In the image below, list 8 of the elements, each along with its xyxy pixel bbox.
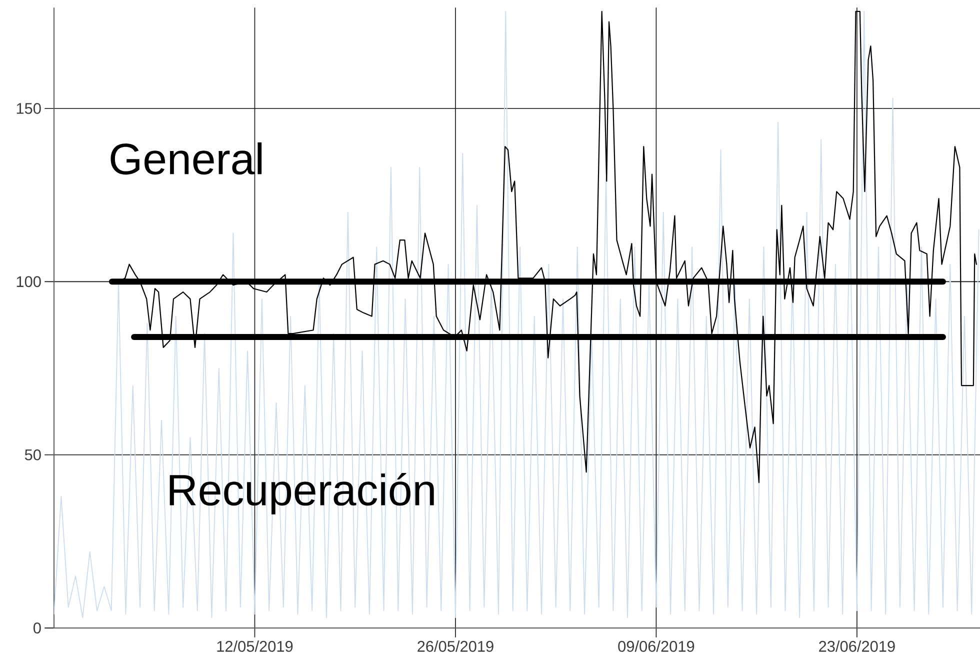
x-tick-label: 09/06/2019 [618, 640, 694, 652]
y-tick-label: 150 [16, 102, 41, 114]
x-tick-label: 12/05/2019 [217, 640, 293, 652]
y-tick-label: 100 [16, 276, 41, 288]
y-tick-label: 0 [34, 622, 41, 634]
x-tick-label: 23/06/2019 [819, 640, 895, 652]
x-tick-label: 26/05/2019 [418, 640, 494, 652]
y-tick-label: 50 [24, 449, 41, 460]
